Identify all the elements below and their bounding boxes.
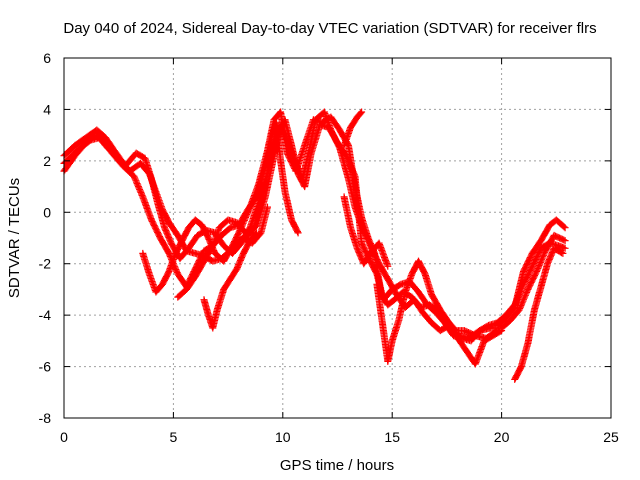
data-point [358, 108, 366, 116]
series-track-7 [373, 257, 506, 368]
data-point [245, 206, 253, 214]
y-tick-label: 0 [43, 204, 51, 220]
series-track-4 [139, 108, 501, 342]
y-tick-label: 2 [43, 153, 51, 169]
data-point [133, 180, 141, 188]
y-tick-label: -4 [39, 307, 52, 323]
x-tick-label: 25 [603, 429, 619, 445]
data-point [498, 327, 506, 335]
axis-ticks: 0 5 10 15 20 25 -8 -6 -4 -2 0 2 4 6 [39, 50, 619, 445]
series-track-5 [174, 121, 287, 301]
x-axis-label: GPS time / hours [280, 457, 394, 474]
data-point [518, 299, 526, 307]
data-point [533, 266, 541, 274]
grid [64, 58, 611, 418]
data-point [535, 262, 543, 270]
data-point [357, 109, 365, 117]
x-tick-label: 10 [275, 429, 291, 445]
y-axis-label: SDTVAR / TECUs [6, 178, 23, 298]
series-track-8 [511, 244, 567, 383]
data-point [538, 256, 546, 264]
data-point [560, 223, 568, 231]
plot-area [60, 108, 569, 383]
series-track-9 [493, 216, 569, 329]
data-point [264, 203, 271, 211]
data-point [561, 224, 569, 232]
data-point [559, 249, 567, 257]
y-tick-label: 6 [43, 50, 51, 66]
data-point [294, 229, 302, 237]
data-point [536, 260, 544, 268]
y-tick-label: 4 [43, 101, 51, 117]
y-tick-label: -2 [39, 256, 52, 272]
series-track-10 [340, 108, 366, 149]
series-track-11 [231, 203, 271, 252]
series-track-12 [340, 193, 392, 270]
y-tick-label: -8 [39, 410, 52, 426]
chart-title: Day 040 of 2024, Sidereal Day-to-day VTE… [63, 20, 596, 37]
series-track-6 [200, 229, 260, 332]
data-point [521, 293, 529, 301]
data-point [523, 288, 531, 296]
data-point [560, 236, 568, 244]
data-point [561, 237, 569, 245]
x-tick-label: 0 [60, 429, 68, 445]
data-point [561, 244, 569, 252]
y-tick-label: -6 [39, 359, 52, 375]
data-point [242, 212, 250, 220]
data-point [279, 121, 287, 129]
x-tick-label: 20 [494, 429, 510, 445]
x-tick-label: 5 [170, 429, 178, 445]
data-point [496, 327, 504, 335]
plot-frame [63, 57, 612, 419]
data-point [278, 122, 286, 130]
x-tick-label: 15 [384, 429, 400, 445]
data-point [384, 262, 392, 270]
data-point [558, 249, 566, 257]
